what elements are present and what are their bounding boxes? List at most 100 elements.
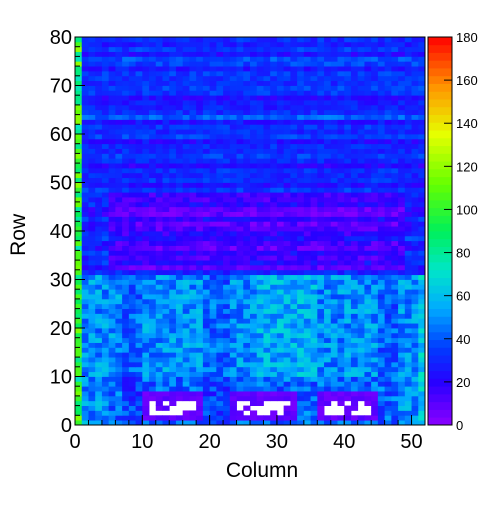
heatmap-cell xyxy=(411,211,419,217)
heatmap-cell xyxy=(398,400,406,406)
heatmap-cell xyxy=(404,240,412,246)
heatmap-cell xyxy=(149,328,157,334)
heatmap-cell xyxy=(263,143,271,149)
heatmap-cell xyxy=(371,264,379,271)
heatmap-cell xyxy=(169,313,177,319)
heatmap-cell xyxy=(95,70,103,77)
heatmap-cell xyxy=(418,303,426,309)
heatmap-cell xyxy=(243,182,251,188)
heatmap-cell xyxy=(337,298,345,305)
heatmap-cell xyxy=(101,221,110,227)
heatmap-cell xyxy=(108,294,116,300)
heatmap-cell xyxy=(310,104,318,111)
heatmap-cell xyxy=(75,182,83,188)
heatmap-cell xyxy=(270,371,278,377)
heatmap-cell xyxy=(95,182,103,188)
heatmap-cell xyxy=(418,420,426,426)
heatmap-cell xyxy=(196,143,204,149)
heatmap-cell xyxy=(182,75,190,82)
heatmap-cell xyxy=(101,114,110,120)
heatmap-cell xyxy=(115,51,123,57)
heatmap-cell xyxy=(155,167,163,174)
heatmap-cell xyxy=(135,211,143,217)
heatmap-cell xyxy=(357,201,365,208)
heatmap-cell xyxy=(169,366,177,373)
heatmap-cell xyxy=(317,294,325,300)
heatmap-cell xyxy=(101,153,110,159)
heatmap-cell xyxy=(95,255,103,261)
heatmap-cell xyxy=(384,381,392,387)
heatmap-cell xyxy=(88,75,96,82)
colorbar-segment xyxy=(428,401,452,410)
heatmap-cell xyxy=(75,284,83,290)
heatmap-cell xyxy=(276,41,285,48)
heatmap-cell xyxy=(142,395,150,402)
heatmap-cell xyxy=(357,313,365,319)
heatmap-cell xyxy=(162,129,170,135)
heatmap-cell xyxy=(236,216,244,222)
heatmap-cell xyxy=(398,245,406,251)
heatmap-cell xyxy=(209,245,217,251)
heatmap-cell xyxy=(182,255,190,261)
heatmap-cell xyxy=(337,206,345,212)
heatmap-cell xyxy=(404,148,412,154)
heatmap-cell xyxy=(209,386,217,392)
heatmap-cell xyxy=(108,260,116,266)
heatmap-cell xyxy=(250,235,258,242)
heatmap-cell xyxy=(209,37,217,43)
y-tick-label: 70 xyxy=(50,76,72,98)
heatmap-cell xyxy=(88,415,96,421)
heatmap-cell xyxy=(357,138,365,145)
heatmap-cell xyxy=(122,284,130,290)
heatmap-cell xyxy=(371,371,379,377)
heatmap-cell xyxy=(256,260,264,266)
heatmap-cell xyxy=(189,415,197,421)
heatmap-cell xyxy=(196,46,204,52)
heatmap-cell xyxy=(189,104,197,111)
heatmap-cell xyxy=(283,37,291,43)
heatmap-cell xyxy=(196,361,204,368)
heatmap-cell xyxy=(297,216,305,222)
heatmap-cell xyxy=(317,269,325,276)
heatmap-cell xyxy=(142,313,150,319)
heatmap-cell xyxy=(297,187,305,193)
heatmap-cell xyxy=(162,119,170,125)
heatmap-cell xyxy=(135,269,143,276)
heatmap-cell xyxy=(189,206,197,212)
heatmap-cell xyxy=(364,56,372,62)
heatmap-cell xyxy=(243,313,251,319)
heatmap-cell xyxy=(350,163,359,169)
heatmap-cell xyxy=(283,386,291,392)
heatmap-cell xyxy=(411,318,419,324)
heatmap-cell xyxy=(350,284,359,290)
heatmap-cell xyxy=(182,51,190,57)
heatmap-cell xyxy=(384,308,392,314)
heatmap-cell xyxy=(216,90,224,96)
heatmap-cell xyxy=(155,332,163,339)
heatmap-cell xyxy=(250,129,258,135)
heatmap-cell xyxy=(229,85,237,91)
heatmap-cell xyxy=(344,337,352,343)
heatmap-cell xyxy=(283,90,291,96)
heatmap-cell xyxy=(283,221,291,227)
heatmap-cell xyxy=(324,381,332,387)
heatmap-cell xyxy=(108,119,116,125)
heatmap-cell xyxy=(108,143,116,149)
heatmap-cell xyxy=(209,167,217,174)
heatmap-cell xyxy=(229,400,237,406)
heatmap-cell xyxy=(310,177,318,183)
heatmap-cell xyxy=(344,206,352,212)
heatmap-cell xyxy=(297,172,305,179)
heatmap-cell xyxy=(411,391,419,397)
heatmap-cell xyxy=(256,163,264,169)
heatmap-cell xyxy=(189,298,197,305)
heatmap-cell xyxy=(263,294,271,300)
heatmap-cell xyxy=(411,342,419,348)
heatmap-cell xyxy=(149,289,157,295)
heatmap-cell xyxy=(371,129,379,135)
heatmap-cell xyxy=(162,192,170,198)
heatmap-cell xyxy=(128,167,136,174)
heatmap-cell xyxy=(364,226,372,232)
heatmap-cell xyxy=(391,366,399,373)
heatmap-cell xyxy=(398,235,406,242)
